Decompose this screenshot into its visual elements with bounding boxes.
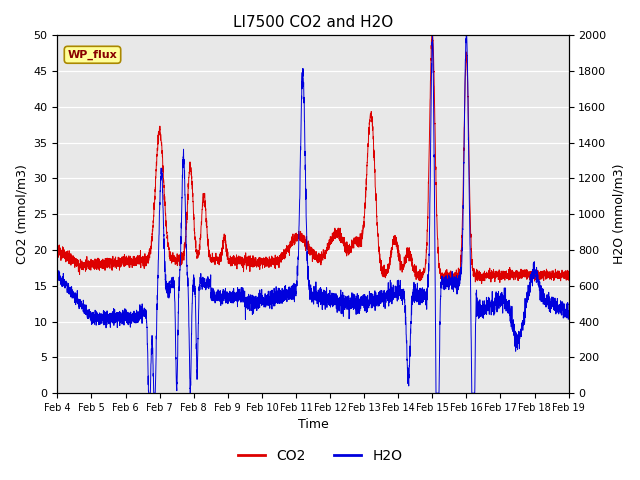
X-axis label: Time: Time <box>298 419 328 432</box>
Y-axis label: H2O (mmol/m3): H2O (mmol/m3) <box>612 164 625 264</box>
Y-axis label: CO2 (mmol/m3): CO2 (mmol/m3) <box>15 164 28 264</box>
Legend: CO2, H2O: CO2, H2O <box>232 443 408 468</box>
Title: LI7500 CO2 and H2O: LI7500 CO2 and H2O <box>233 15 393 30</box>
Text: WP_flux: WP_flux <box>68 49 117 60</box>
